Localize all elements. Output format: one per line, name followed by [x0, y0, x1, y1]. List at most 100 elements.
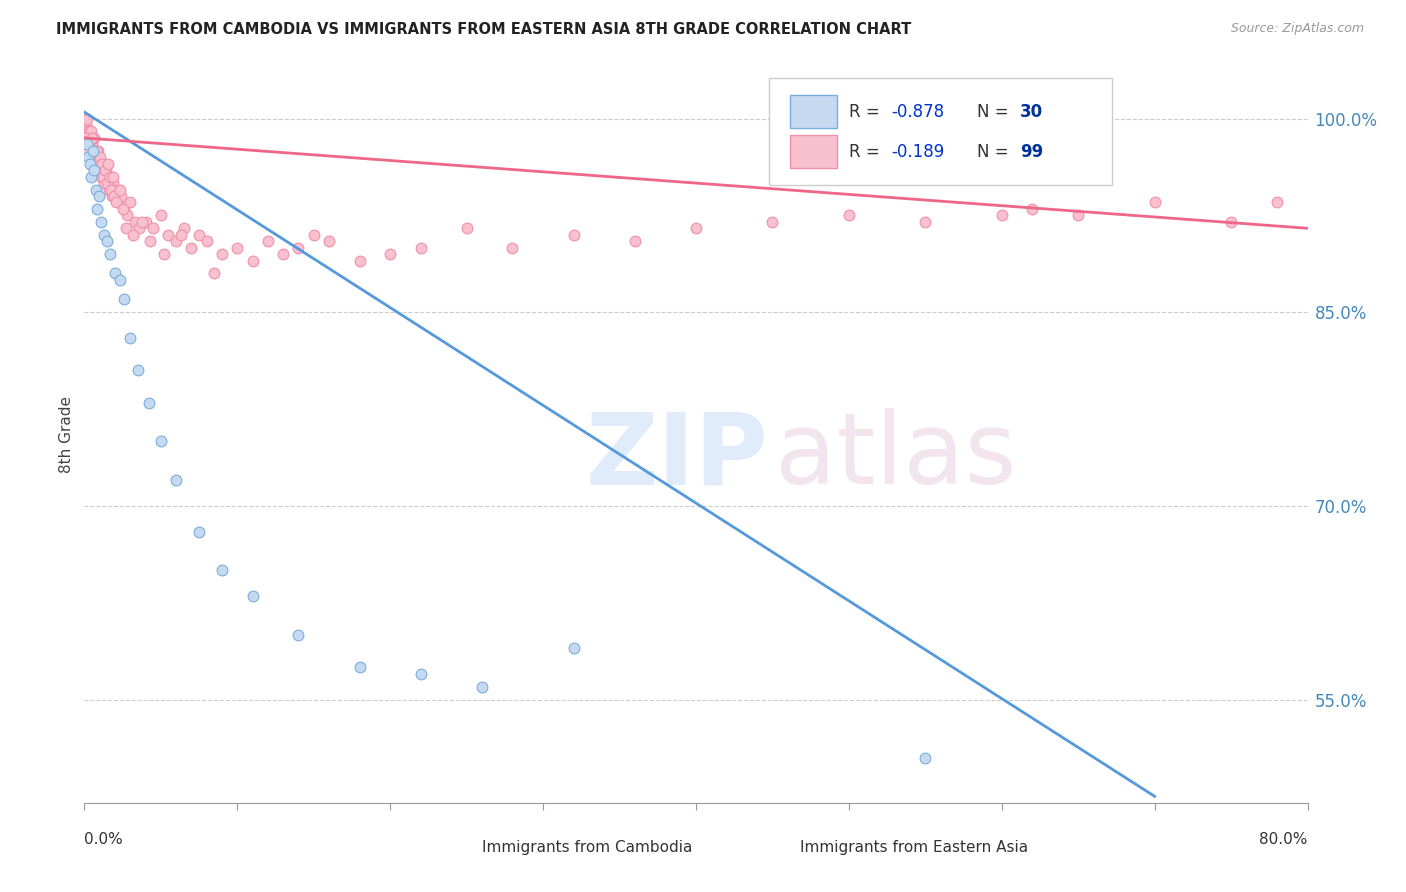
Point	[111, 202, 134, 216]
Point	[409, 666, 432, 681]
Point	[87, 144, 110, 158]
Text: 0.0%: 0.0%	[84, 832, 124, 847]
Point	[1067, 208, 1090, 222]
Point	[87, 163, 110, 178]
Point	[76, 112, 98, 126]
Point	[87, 157, 110, 171]
Point	[79, 137, 101, 152]
Point	[79, 144, 101, 158]
Text: Source: ZipAtlas.com: Source: ZipAtlas.com	[1230, 22, 1364, 36]
Point	[153, 247, 176, 261]
Point	[76, 137, 98, 152]
Text: -0.189: -0.189	[891, 143, 945, 161]
Point	[77, 131, 100, 145]
Point	[211, 247, 233, 261]
Text: Immigrants from Eastern Asia: Immigrants from Eastern Asia	[800, 840, 1028, 855]
Point	[96, 169, 118, 184]
Point	[302, 227, 325, 242]
Point	[112, 202, 135, 216]
Point	[624, 234, 647, 248]
Point	[562, 640, 585, 655]
Point	[75, 118, 97, 132]
Point	[349, 253, 371, 268]
Point	[91, 157, 114, 171]
Text: 99: 99	[1021, 143, 1043, 161]
Point	[139, 234, 162, 248]
Point	[170, 227, 193, 242]
Point	[112, 293, 135, 307]
Point	[86, 202, 108, 216]
Point	[93, 227, 115, 242]
Point	[86, 150, 108, 164]
FancyBboxPatch shape	[751, 838, 790, 858]
Point	[149, 434, 172, 449]
Point	[1265, 195, 1288, 210]
Point	[271, 247, 294, 261]
Point	[838, 208, 860, 222]
Point	[94, 163, 117, 178]
Point	[83, 163, 105, 178]
Point	[77, 150, 100, 164]
Text: atlas: atlas	[776, 409, 1017, 506]
Point	[101, 169, 124, 184]
Point	[157, 227, 180, 242]
Point	[349, 660, 371, 674]
Point	[77, 137, 100, 152]
Point	[83, 150, 105, 164]
Point	[97, 182, 120, 196]
FancyBboxPatch shape	[790, 95, 837, 128]
Point	[195, 234, 218, 248]
Point	[82, 150, 104, 164]
Point	[94, 163, 117, 178]
FancyBboxPatch shape	[769, 78, 1112, 185]
Point	[76, 144, 98, 158]
Point	[124, 215, 146, 229]
Point	[103, 176, 125, 190]
Point	[165, 473, 187, 487]
Point	[97, 157, 120, 171]
Point	[89, 163, 111, 178]
Point	[1021, 202, 1043, 216]
Point	[98, 247, 121, 261]
Point	[83, 144, 105, 158]
Point	[180, 241, 202, 255]
Text: -0.878: -0.878	[891, 103, 945, 120]
Point	[76, 124, 98, 138]
Point	[84, 157, 107, 171]
Point	[86, 144, 108, 158]
Point	[103, 189, 125, 203]
Text: Immigrants from Cambodia: Immigrants from Cambodia	[482, 840, 692, 855]
Point	[165, 234, 187, 248]
Text: R =: R =	[849, 143, 884, 161]
Point	[991, 208, 1014, 222]
Point	[84, 150, 107, 164]
Point	[242, 589, 264, 603]
Point	[86, 163, 108, 178]
Point	[471, 680, 494, 694]
Point	[108, 273, 131, 287]
Point	[82, 131, 104, 145]
Point	[287, 628, 309, 642]
Point	[122, 227, 145, 242]
Point	[83, 131, 105, 145]
Text: R =: R =	[849, 103, 884, 120]
Point	[149, 208, 172, 222]
Point	[120, 195, 142, 210]
Point	[211, 563, 233, 577]
Point	[96, 176, 118, 190]
Point	[77, 124, 100, 138]
Point	[562, 227, 585, 242]
Point	[202, 267, 225, 281]
Point	[110, 189, 132, 203]
Point	[104, 182, 127, 196]
Point	[93, 169, 115, 184]
Point	[456, 221, 478, 235]
Point	[318, 234, 340, 248]
Text: ZIP: ZIP	[586, 409, 769, 506]
Point	[1220, 215, 1243, 229]
Point	[114, 221, 136, 235]
Point	[135, 215, 157, 229]
Point	[80, 169, 103, 184]
Point	[287, 241, 309, 255]
Point	[380, 247, 402, 261]
